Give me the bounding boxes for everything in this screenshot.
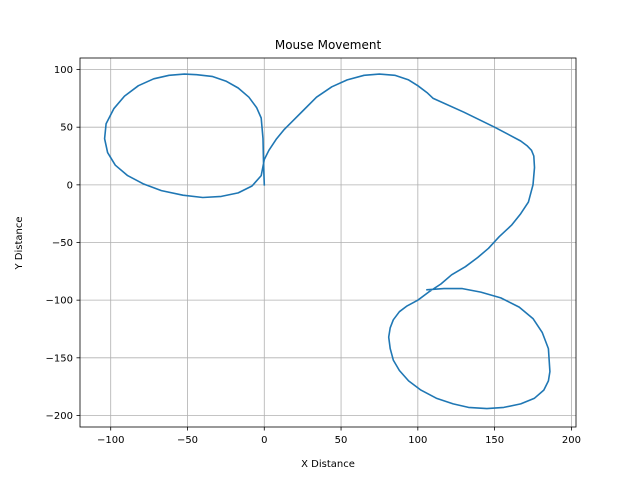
axis-ticks: −100 −50 0 50 100 150 200 −200 −150 −100 −50 0 50 100 [46,65,581,446]
data-series [103,73,551,410]
y-tick-label: 100 [54,65,73,76]
x-axis-label: X Distance [301,459,355,470]
grid-lines [80,58,576,427]
y-tick-label: −150 [46,353,73,364]
y-tick-label: −50 [52,238,73,249]
y-axis-label: Y Distance [14,216,25,270]
x-tick-label: −50 [177,435,198,446]
x-tick-label: 100 [408,435,427,446]
mouse-path-line [103,73,551,410]
chart-title: Mouse Movement [275,38,382,52]
x-tick-label: −100 [97,435,124,446]
x-tick-label: 0 [261,435,267,446]
y-tick-label: −200 [46,411,73,422]
x-tick-label: 200 [562,435,581,446]
y-tick-label: 50 [60,123,73,134]
x-tick-label: 150 [485,435,504,446]
y-tick-label: −100 [46,296,73,307]
x-tick-label: 50 [335,435,348,446]
y-tick-label: 0 [67,180,73,191]
